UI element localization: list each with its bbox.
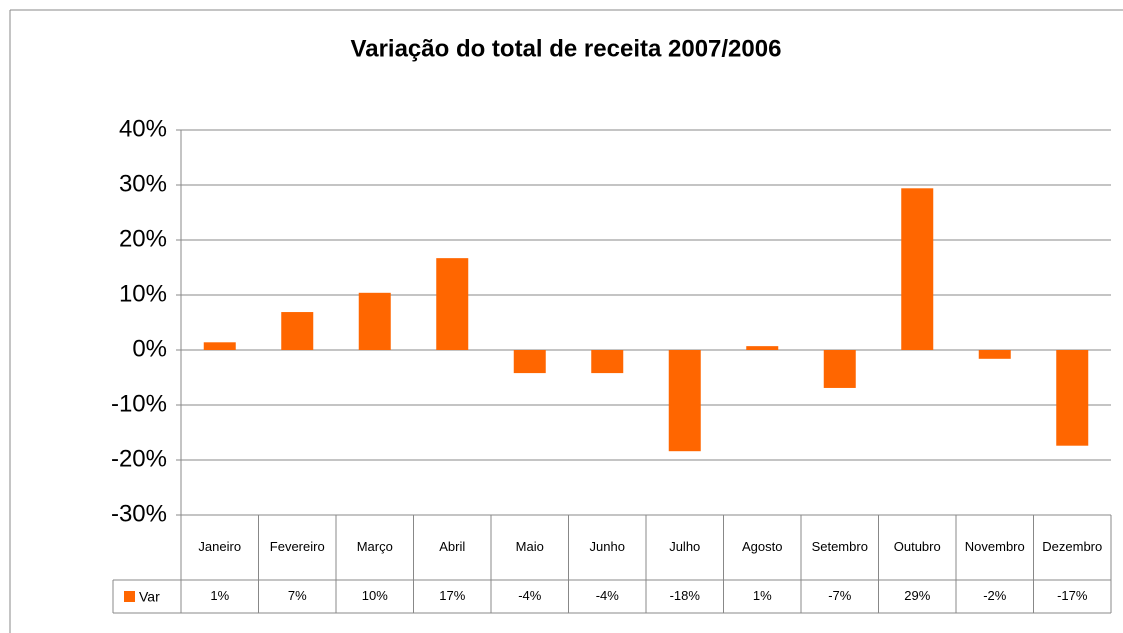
bar [823,350,856,388]
value-label: 1% [753,588,772,603]
bar [436,258,469,350]
x-tick-label: Maio [516,539,544,554]
bar [513,350,546,374]
bar [203,342,236,350]
value-label: -4% [596,588,620,603]
value-label: -2% [983,588,1007,603]
bar [901,188,934,350]
value-label: -17% [1057,588,1088,603]
bar [668,350,701,452]
value-label: 29% [904,588,930,603]
x-tick-label: Abril [439,539,465,554]
value-label: 7% [288,588,307,603]
y-tick-label: 20% [119,225,167,252]
x-tick-label: Outubro [894,539,941,554]
legend-label: Var [139,589,160,605]
value-label: -4% [518,588,542,603]
y-tick-label: 30% [119,170,167,197]
bar [358,292,391,350]
chart-title: Variação do total de receita 2007/2006 [351,35,782,62]
x-tick-label: Novembro [965,539,1025,554]
x-tick-label: Fevereiro [270,539,325,554]
x-tick-label: Junho [590,539,625,554]
y-tick-label: 0% [132,335,167,362]
x-tick-label: Dezembro [1042,539,1102,554]
value-label: 10% [362,588,388,603]
y-tick-label: 10% [119,280,167,307]
x-tick-label: Janeiro [198,539,241,554]
bar [746,346,779,350]
x-tick-label: Março [357,539,393,554]
value-label: -18% [670,588,701,603]
bar [591,350,624,374]
y-tick-label: -20% [111,445,167,472]
y-tick-label: -10% [111,390,167,417]
legend-swatch [124,591,135,602]
y-tick-label: 40% [119,115,167,142]
value-label: 1% [210,588,229,603]
x-tick-label: Julho [669,539,700,554]
x-tick-label: Agosto [742,539,782,554]
y-tick-label: -30% [111,500,167,527]
bar [1056,350,1089,446]
value-label: 17% [439,588,465,603]
x-tick-label: Setembro [812,539,868,554]
bar [281,312,314,350]
value-label: -7% [828,588,852,603]
bar [978,350,1011,359]
